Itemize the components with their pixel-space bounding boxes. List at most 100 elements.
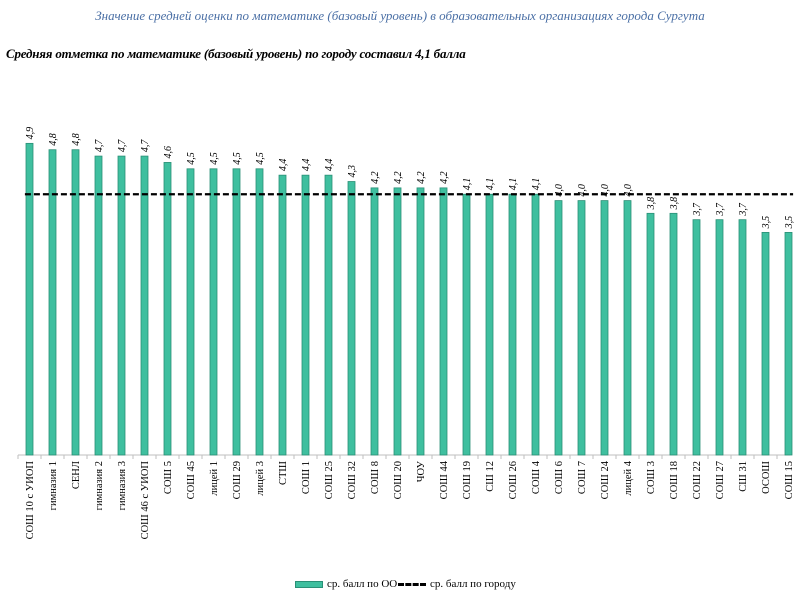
- category-label: СОШ 7: [577, 461, 588, 494]
- bar-1: [25, 142, 34, 456]
- data-label: 4,2: [370, 171, 381, 184]
- bar-20: [462, 193, 471, 456]
- bar-29: [669, 212, 678, 456]
- bar-23: [531, 193, 540, 456]
- category-label: ЧОУ: [416, 460, 427, 482]
- data-label: 4,4: [278, 159, 289, 172]
- data-label: 4,2: [416, 171, 427, 184]
- bar-32: [738, 219, 747, 456]
- legend-label: ср. балл по городу: [430, 578, 516, 590]
- chart-subtitle: Средняя отметка по математике (базовый у…: [6, 46, 466, 61]
- bar-2: [48, 149, 57, 456]
- category-label: СОШ 25: [324, 461, 335, 499]
- category-label: СОШ 19: [462, 461, 473, 499]
- data-label: 4,4: [301, 159, 312, 172]
- legend-item-school-average: ср. балл по ОО: [295, 578, 397, 590]
- data-label: 3,8: [646, 197, 657, 211]
- category-label: СТШ: [278, 461, 289, 485]
- data-label: 3,7: [692, 202, 703, 217]
- bar-24: [554, 200, 563, 456]
- bar-30: [692, 219, 701, 456]
- data-label: 4,0: [577, 184, 588, 197]
- bar-8: [186, 168, 195, 456]
- bar-6: [140, 155, 149, 456]
- category-label: СОШ 29: [232, 461, 243, 499]
- category-label: СШ 12: [485, 461, 496, 492]
- bar-16: [370, 187, 379, 456]
- bar-22: [508, 193, 517, 456]
- data-label: 4,7: [94, 139, 105, 153]
- legend-dashed-line-swatch: [398, 582, 426, 586]
- bar-26: [600, 200, 609, 456]
- legend-item-city-average: ср. балл по городу: [398, 578, 516, 590]
- category-label: СОШ 5: [163, 461, 174, 494]
- category-label: СОШ 45: [186, 461, 197, 499]
- data-label: 3,7: [715, 202, 726, 217]
- bar-10: [232, 168, 241, 456]
- category-label: СОШ 18: [669, 461, 680, 499]
- page-title: Значение средней оценки по математике (б…: [95, 8, 705, 23]
- data-label: 3,5: [784, 216, 795, 230]
- bar-18: [416, 187, 425, 456]
- data-label: 4,9: [25, 127, 36, 140]
- data-label: 4,2: [393, 171, 404, 184]
- bar-21: [485, 193, 494, 456]
- data-label: 4,7: [117, 139, 128, 153]
- category-label: СОШ 32: [347, 461, 358, 499]
- data-label: 4,7: [140, 139, 151, 153]
- bar-15: [347, 181, 356, 456]
- bar-31: [715, 219, 724, 456]
- category-label: СОШ 46 с УИОП: [140, 461, 151, 540]
- category-label: СОШ 44: [439, 460, 450, 499]
- bar-14: [324, 174, 333, 456]
- category-label: СОШ 24: [600, 460, 611, 499]
- category-label: лицей 4: [623, 460, 634, 495]
- category-label: гимназия 1: [48, 461, 59, 510]
- legend-bar-swatch: [295, 580, 323, 588]
- bar-19: [439, 187, 448, 456]
- data-label: 4,5: [186, 152, 197, 165]
- bar-27: [623, 200, 632, 456]
- category-label: СОШ 10 с УИОП: [25, 461, 36, 540]
- category-label: СОШ 6: [554, 461, 565, 494]
- category-label: СОШ 27: [715, 461, 726, 499]
- category-label: СОШ 20: [393, 461, 404, 499]
- category-label: гимназия 2: [94, 461, 105, 510]
- data-label: 4,8: [48, 133, 59, 146]
- category-label: ОСОШ: [761, 461, 772, 494]
- bar-17: [393, 187, 402, 456]
- data-label: 4,1: [508, 178, 519, 191]
- data-label: 3,8: [669, 197, 680, 211]
- bar-34: [784, 231, 793, 456]
- legend-label: ср. балл по ОО: [327, 578, 398, 590]
- bar-25: [577, 200, 586, 456]
- data-label: 4,5: [209, 152, 220, 165]
- bar-4: [94, 155, 103, 456]
- data-label: 4,0: [600, 184, 611, 197]
- data-label: 4,6: [163, 146, 174, 159]
- category-label: СОШ 1: [301, 461, 312, 494]
- bar-9: [209, 168, 218, 456]
- data-label: 4,0: [623, 184, 634, 197]
- category-label: гимназия 3: [117, 461, 128, 510]
- data-label: 4,1: [462, 178, 473, 191]
- data-label: 4,1: [485, 178, 496, 191]
- data-label: 4,5: [255, 152, 266, 165]
- category-label: СОШ 8: [370, 461, 381, 494]
- bar-11: [255, 168, 264, 456]
- bar-28: [646, 212, 655, 456]
- category-label: СОШ 3: [646, 461, 657, 494]
- data-label: 4,3: [347, 165, 358, 178]
- category-label: СОШ 26: [508, 461, 519, 499]
- bar-33: [761, 231, 770, 456]
- category-label: СШ 31: [738, 461, 749, 492]
- data-label: 4,4: [324, 159, 335, 172]
- data-label: 4,2: [439, 171, 450, 184]
- category-label: СОШ 4: [531, 460, 542, 494]
- chart-legend: ср. балл по ОО ср. балл по городу: [0, 578, 800, 596]
- data-label: 4,8: [71, 133, 82, 146]
- data-label: 3,5: [761, 216, 772, 230]
- category-label: СЕНЛ: [71, 461, 82, 489]
- category-label: СОШ 15: [784, 461, 795, 499]
